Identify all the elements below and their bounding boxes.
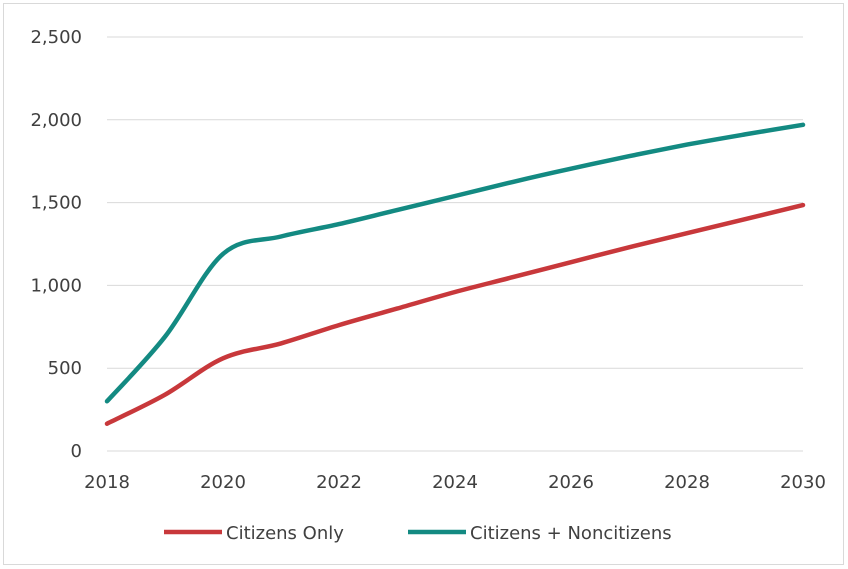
series-line-0 [104, 202, 806, 426]
y-tick-label: 2,500 [30, 27, 82, 48]
x-tick-label: 2026 [548, 472, 594, 493]
y-tick-label: 1,500 [30, 193, 82, 214]
chart-frame [3, 3, 844, 565]
x-tick-label: 2022 [316, 472, 362, 493]
x-tick-label: 2030 [780, 472, 826, 493]
y-tick-label: 500 [48, 358, 82, 379]
x-tick-label: 2018 [84, 472, 130, 493]
legend: Citizens Only Citizens + Noncitizens [164, 523, 672, 544]
x-tick-label: 2024 [432, 472, 478, 493]
series-line-1 [104, 122, 806, 404]
y-tick-label: 2,000 [30, 110, 82, 131]
gridlines [107, 36, 803, 452]
x-axis-labels: 2018 2020 2022 2024 2026 2028 2030 [84, 472, 826, 493]
legend-label-0: Citizens Only [226, 523, 344, 544]
x-tick-label: 2028 [664, 472, 710, 493]
y-tick-label: 0 [71, 441, 82, 462]
y-tick-label: 1,000 [30, 275, 82, 296]
x-tick-label: 2020 [200, 472, 246, 493]
series-lines [104, 122, 806, 426]
y-axis-labels: 0 500 1,000 1,500 2,000 2,500 [30, 27, 82, 462]
legend-label-1: Citizens + Noncitizens [470, 523, 672, 544]
